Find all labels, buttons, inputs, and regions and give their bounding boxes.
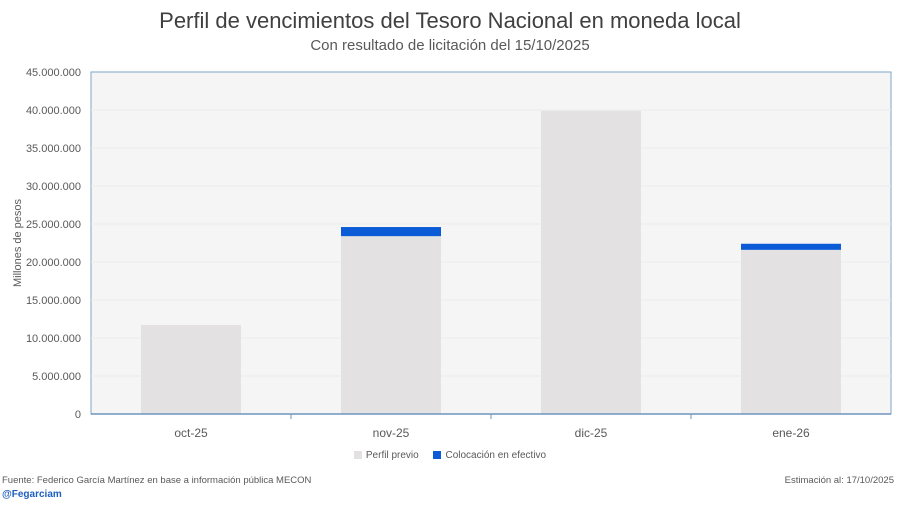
y-tick-label: 0 bbox=[75, 409, 81, 421]
y-axis-ticks: 0 5.000.000 10.000.000 15.000.000 20.000.000… bbox=[26, 67, 81, 421]
y-tick-label: 25.000.000 bbox=[26, 219, 81, 231]
legend-swatch-colocacion bbox=[433, 451, 442, 460]
y-tick-label: 35.000.000 bbox=[26, 143, 81, 155]
legend-item-perfil-previo[interactable]: Perfil previo bbox=[353, 450, 419, 461]
legend-item-colocacion[interactable]: Colocación en efectivo bbox=[433, 450, 546, 461]
y-tick-label: 5.000.000 bbox=[32, 371, 81, 383]
bar-perfil-previo-oct-25 bbox=[141, 325, 241, 414]
legend-swatch-perfil-previo bbox=[353, 451, 362, 460]
source-note: Fuente: Federico García Martínez en base… bbox=[2, 475, 312, 486]
legend-label: Perfil previo bbox=[365, 450, 419, 461]
chart-title: Perfil de vencimientos del Tesoro Nacion… bbox=[159, 8, 741, 33]
legend-label: Colocación en efectivo bbox=[445, 450, 547, 461]
bar-perfil-previo-ene-26 bbox=[741, 249, 841, 414]
x-tick-label: dic-25 bbox=[575, 426, 608, 440]
x-tick-label: ene-26 bbox=[772, 426, 810, 440]
y-axis-label: Millones de pesos bbox=[12, 198, 24, 287]
y-tick-label: 10.000.000 bbox=[26, 333, 81, 345]
estimation-date: Estimación al: 17/10/2025 bbox=[784, 475, 894, 486]
x-tick-label: nov-25 bbox=[373, 426, 410, 440]
bar-perfil-previo-nov-25 bbox=[341, 236, 441, 414]
bars bbox=[141, 110, 841, 414]
legend: Perfil previo Colocación en efectivo bbox=[0, 450, 900, 461]
bar-colocacion-ene-26 bbox=[741, 243, 841, 250]
bar-perfil-previo-dic-25 bbox=[541, 110, 641, 414]
x-axis-ticks: oct-25 nov-25 dic-25 ene-26 bbox=[174, 414, 810, 440]
y-tick-label: 40.000.000 bbox=[26, 105, 81, 117]
author-handle[interactable]: @Fegarciam bbox=[2, 489, 62, 500]
chart-svg: 0 5.000.000 10.000.000 15.000.000 20.000.000… bbox=[12, 67, 892, 440]
x-tick-label: oct-25 bbox=[174, 426, 208, 440]
y-tick-label: 15.000.000 bbox=[26, 295, 81, 307]
y-tick-label: 20.000.000 bbox=[26, 257, 81, 269]
y-tick-label: 30.000.000 bbox=[26, 181, 81, 193]
y-tick-label: 45.000.000 bbox=[26, 67, 81, 79]
chart-subtitle: Con resultado de licitación del 15/10/20… bbox=[310, 37, 590, 54]
bar-colocacion-nov-25 bbox=[341, 227, 441, 237]
